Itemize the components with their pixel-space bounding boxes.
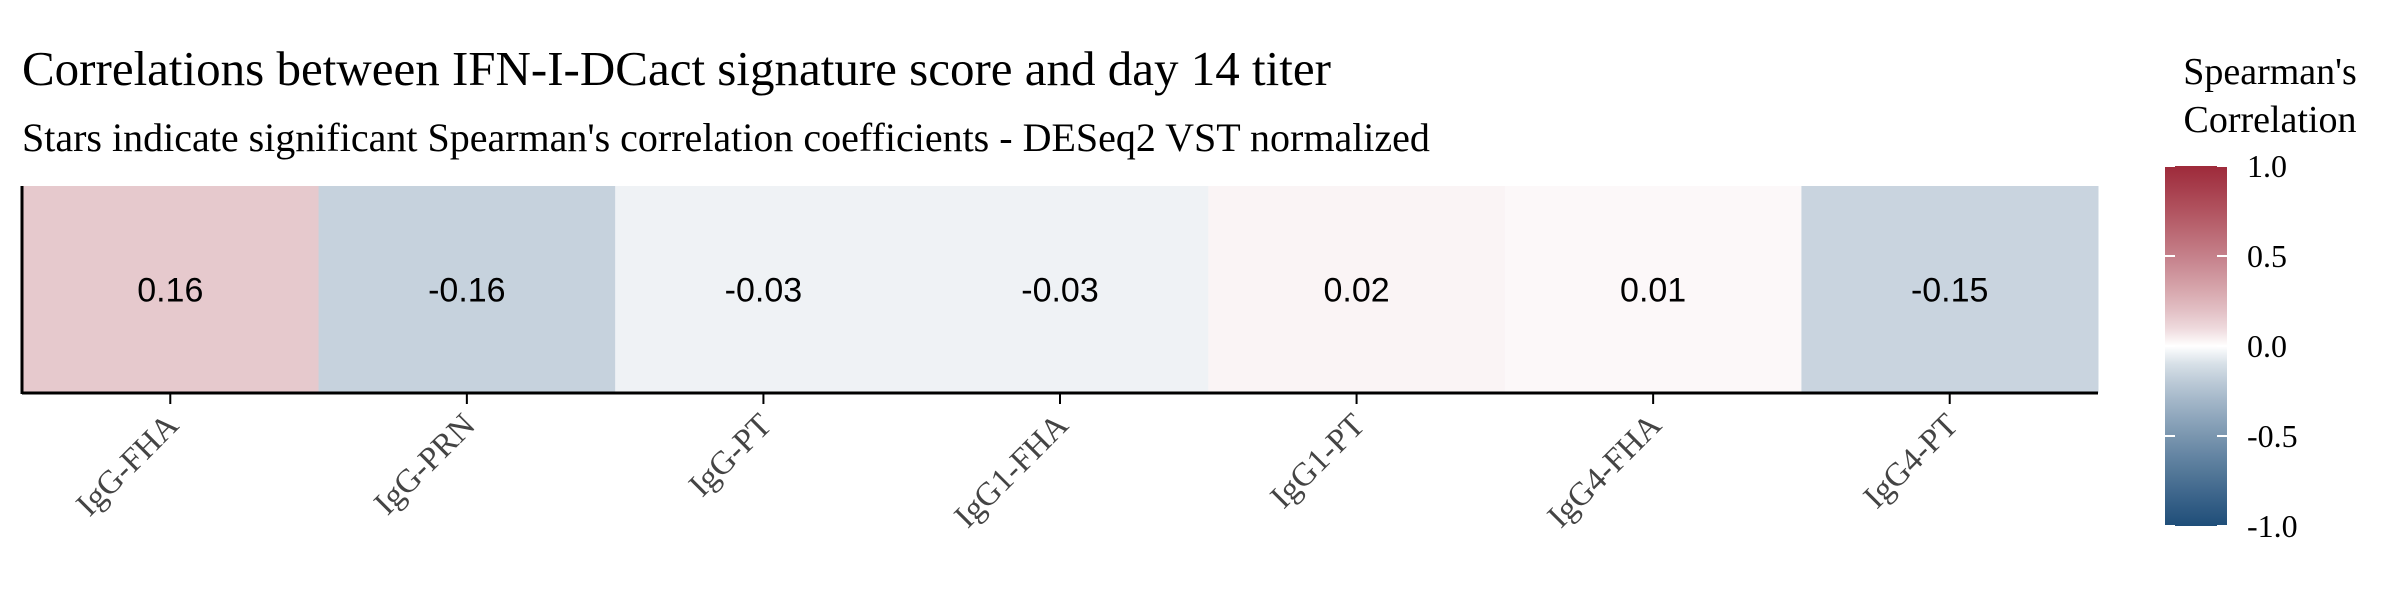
color-legend: 1.0 0.5 0.0 -0.5 -1.0	[2165, 148, 2298, 544]
x-tick-label: IgG4-PT	[1857, 407, 1965, 515]
x-axis-ticks: IgG-FHA IgG-PRN IgG-PT IgG1-FHA IgG1-PT IgG4-…	[70, 393, 1965, 535]
heatmap-cell	[1801, 186, 2099, 393]
legend-tick-label: 1.0	[2247, 148, 2287, 184]
x-tick-label: IgG-FHA	[70, 407, 186, 523]
heatmap-cell	[22, 186, 320, 393]
heatmap-cell-labels: 0.16 -0.16 -0.03 -0.03 0.02 0.01 -0.15	[137, 272, 1988, 310]
heatmap-cell	[615, 186, 913, 393]
legend-tick-label: 0.5	[2247, 238, 2287, 274]
legend-tick-label: -1.0	[2247, 508, 2298, 544]
heatmap-cell	[911, 186, 1209, 393]
heatmap-cell	[318, 186, 616, 393]
cell-value-label: 0.02	[1323, 272, 1389, 310]
cell-value-label: 0.16	[137, 272, 203, 310]
cell-value-label: 0.01	[1620, 272, 1686, 310]
x-tick-label: IgG-PRN	[368, 407, 483, 522]
cell-value-label: -0.16	[428, 272, 506, 310]
cell-value-label: -0.03	[1021, 272, 1099, 310]
heatmap-cells	[22, 186, 2099, 393]
x-tick-label: IgG-PT	[682, 407, 779, 504]
legend-tick-label: 0.0	[2247, 328, 2287, 364]
x-tick-label: IgG4-FHA	[1541, 407, 1669, 535]
chart-subtitle: Stars indicate significant Spearman's co…	[22, 115, 1430, 160]
legend-tick-label: -0.5	[2247, 418, 2298, 454]
x-tick-label: IgG1-PT	[1264, 407, 1372, 515]
cell-value-label: -0.03	[725, 272, 803, 310]
legend-colorbar	[2165, 166, 2227, 526]
legend-title-line-1: Spearman's	[2183, 51, 2357, 93]
heatmap-cell	[1504, 186, 1802, 393]
legend-title: Spearman's Correlation	[2140, 48, 2400, 144]
chart-title: Correlations between IFN-I-DCact signatu…	[22, 41, 1331, 96]
heatmap-cell	[1208, 186, 1506, 393]
x-tick-label: IgG1-FHA	[948, 407, 1076, 535]
cell-value-label: -0.15	[1911, 272, 1989, 310]
legend-title-line-2: Correlation	[2183, 99, 2357, 141]
